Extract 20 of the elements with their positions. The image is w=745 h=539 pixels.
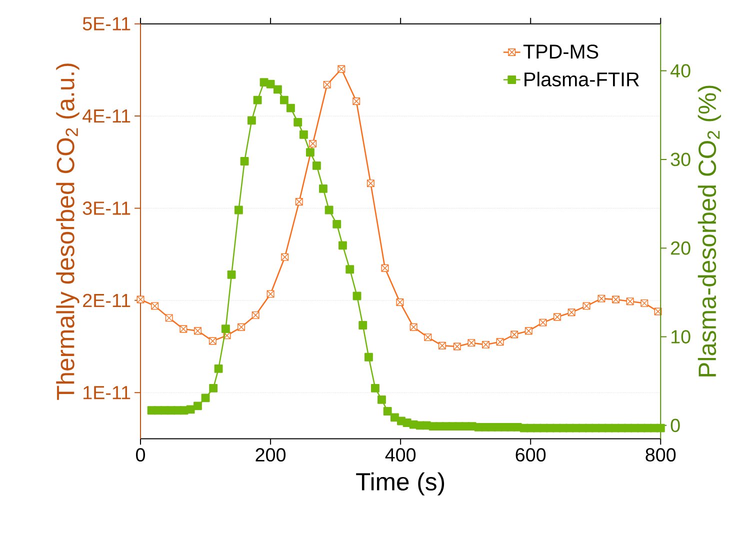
x-tick-label: 400 <box>385 448 416 462</box>
y2-tick-label: 40 <box>670 64 690 78</box>
y2-tick-label: 0 <box>670 418 680 432</box>
legend-label: TPD-MS <box>523 44 598 59</box>
y2-axis-title: Plasma-desorbed CO$_{2}$ (%) <box>698 86 722 376</box>
y-tick-label: 4E-11 <box>82 110 130 123</box>
y-tick-label: 5E-11 <box>82 17 130 30</box>
x-tick-label: 600 <box>516 448 546 462</box>
y-tick-label: 2E-11 <box>83 294 130 308</box>
y2-tick-label: 20 <box>671 241 690 255</box>
y-axis-title: Thermally desorbed CO$_{2}$ (a.u.) <box>56 64 80 400</box>
x-axis-title: Time (s) <box>356 472 444 496</box>
y2-tick-label: 10 <box>672 330 690 344</box>
x-tick-label: 0 <box>136 448 146 462</box>
y-tick-label: 3E-11 <box>82 202 130 215</box>
y-tick-label: 1E-11 <box>84 386 130 400</box>
x-tick-label: 800 <box>646 448 676 462</box>
x-tick-label: 200 <box>256 448 286 462</box>
legend-label: Plasma-FTIR <box>524 72 639 86</box>
y2-tick-label: 30 <box>670 152 690 166</box>
